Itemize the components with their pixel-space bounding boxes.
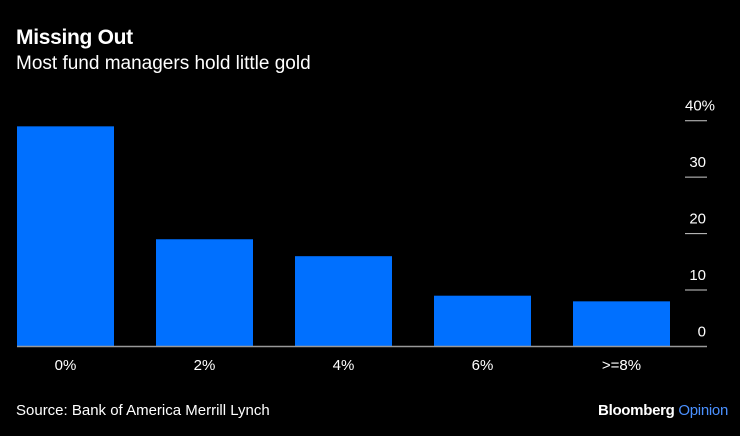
bar-3 bbox=[434, 295, 531, 347]
bar-1 bbox=[156, 239, 253, 347]
x-tick-label: 4% bbox=[333, 357, 355, 374]
x-tick-label: >=8% bbox=[602, 357, 641, 374]
chart-title: Missing Out bbox=[16, 26, 133, 49]
y-tick-label: 0 bbox=[698, 324, 706, 341]
source-note: Source: Bank of America Merrill Lynch bbox=[16, 402, 270, 419]
chart-subtitle: Most fund managers hold little gold bbox=[16, 53, 311, 74]
logo-section: Opinion bbox=[678, 402, 728, 419]
y-tick-label: 40% bbox=[685, 98, 715, 115]
x-tick-label: 6% bbox=[472, 357, 494, 374]
bar-0 bbox=[17, 126, 114, 347]
y-tick-label: 20 bbox=[689, 211, 706, 228]
bar-2 bbox=[295, 256, 392, 347]
bar-4 bbox=[573, 301, 670, 347]
x-tick-label: 0% bbox=[55, 357, 77, 374]
x-tick-label: 2% bbox=[194, 357, 216, 374]
logo-brand: Bloomberg bbox=[598, 402, 675, 419]
y-tick-label: 30 bbox=[689, 154, 706, 171]
y-tick-label: 10 bbox=[689, 267, 706, 284]
bloomberg-opinion-logo: Bloomberg Opinion bbox=[598, 402, 728, 419]
